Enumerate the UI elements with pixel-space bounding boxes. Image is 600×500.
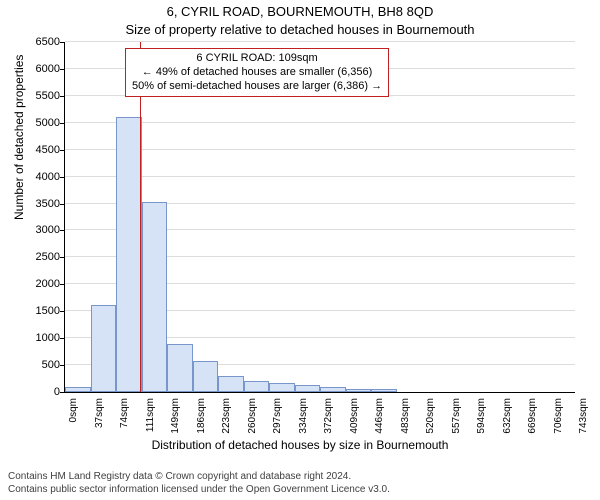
x-tick-label: 446sqm: [374, 398, 385, 438]
annotation-line1: 6 CYRIL ROAD: 109sqm: [132, 52, 382, 66]
histogram-bar: [295, 385, 321, 392]
y-tick-label: 2500: [26, 251, 60, 263]
histogram-bar: [142, 202, 168, 392]
annotation-line2: ← 49% of detached houses are smaller (6,…: [132, 66, 382, 80]
x-tick-label: 594sqm: [476, 398, 487, 438]
x-axis-label: Distribution of detached houses by size …: [0, 438, 600, 452]
title-address: 6, CYRIL ROAD, BOURNEMOUTH, BH8 8QD: [0, 4, 600, 19]
x-tick-label: 37sqm: [94, 398, 105, 438]
histogram-bar: [346, 389, 372, 393]
histogram-bar: [218, 376, 244, 392]
x-tick-label: 0sqm: [68, 398, 79, 438]
x-tick-label: 260sqm: [247, 398, 258, 438]
x-tick-label: 669sqm: [527, 398, 538, 438]
chart-container: 6, CYRIL ROAD, BOURNEMOUTH, BH8 8QD Size…: [0, 0, 600, 500]
y-tick-label: 0: [26, 386, 60, 398]
y-tick-label: 2000: [26, 278, 60, 290]
x-tick-label: 223sqm: [221, 398, 232, 438]
plot-area: 6 CYRIL ROAD: 109sqm ← 49% of detached h…: [64, 42, 575, 393]
y-tick-label: 5000: [26, 117, 60, 129]
x-tick-label: 483sqm: [400, 398, 411, 438]
y-axis-label: Number of detached properties: [12, 55, 26, 220]
y-tick-label: 4000: [26, 171, 60, 183]
x-tick-label: 520sqm: [425, 398, 436, 438]
x-tick-label: 557sqm: [451, 398, 462, 438]
x-tick-label: 149sqm: [170, 398, 181, 438]
y-tick-label: 5500: [26, 90, 60, 102]
x-tick-label: 706sqm: [553, 398, 564, 438]
y-tick-label: 6500: [26, 36, 60, 48]
x-tick-label: 111sqm: [145, 398, 156, 438]
x-tick-label: 186sqm: [196, 398, 207, 438]
histogram-bar: [269, 383, 295, 392]
histogram-bar: [320, 387, 346, 392]
x-tick-label: 74sqm: [119, 398, 130, 438]
y-tick-label: 4500: [26, 144, 60, 156]
histogram-bar: [116, 117, 142, 392]
x-tick-label: 409sqm: [349, 398, 360, 438]
x-tick-label: 743sqm: [578, 398, 589, 438]
histogram-bar: [371, 389, 397, 392]
title-subtitle: Size of property relative to detached ho…: [0, 22, 600, 37]
annotation-line3: 50% of semi-detached houses are larger (…: [132, 80, 382, 94]
x-tick-label: 334sqm: [298, 398, 309, 438]
histogram-bar: [167, 344, 193, 392]
histogram-bar: [65, 387, 91, 392]
y-tick-label: 3000: [26, 224, 60, 236]
histogram-bar: [244, 381, 270, 392]
x-tick-label: 632sqm: [502, 398, 513, 438]
y-tick-label: 1500: [26, 305, 60, 317]
y-tick-label: 3500: [26, 198, 60, 210]
y-tick-label: 500: [26, 359, 60, 371]
histogram-bar: [91, 305, 117, 392]
y-tick-label: 1000: [26, 332, 60, 344]
footer: Contains HM Land Registry data © Crown c…: [8, 471, 390, 496]
footer-line1: Contains HM Land Registry data © Crown c…: [8, 471, 390, 484]
x-tick-label: 297sqm: [272, 398, 283, 438]
histogram-bar: [193, 361, 219, 392]
x-tick-label: 372sqm: [323, 398, 334, 438]
footer-line2: Contains public sector information licen…: [8, 484, 390, 497]
annotation-box: 6 CYRIL ROAD: 109sqm ← 49% of detached h…: [125, 48, 389, 97]
y-tick-label: 6000: [26, 63, 60, 75]
